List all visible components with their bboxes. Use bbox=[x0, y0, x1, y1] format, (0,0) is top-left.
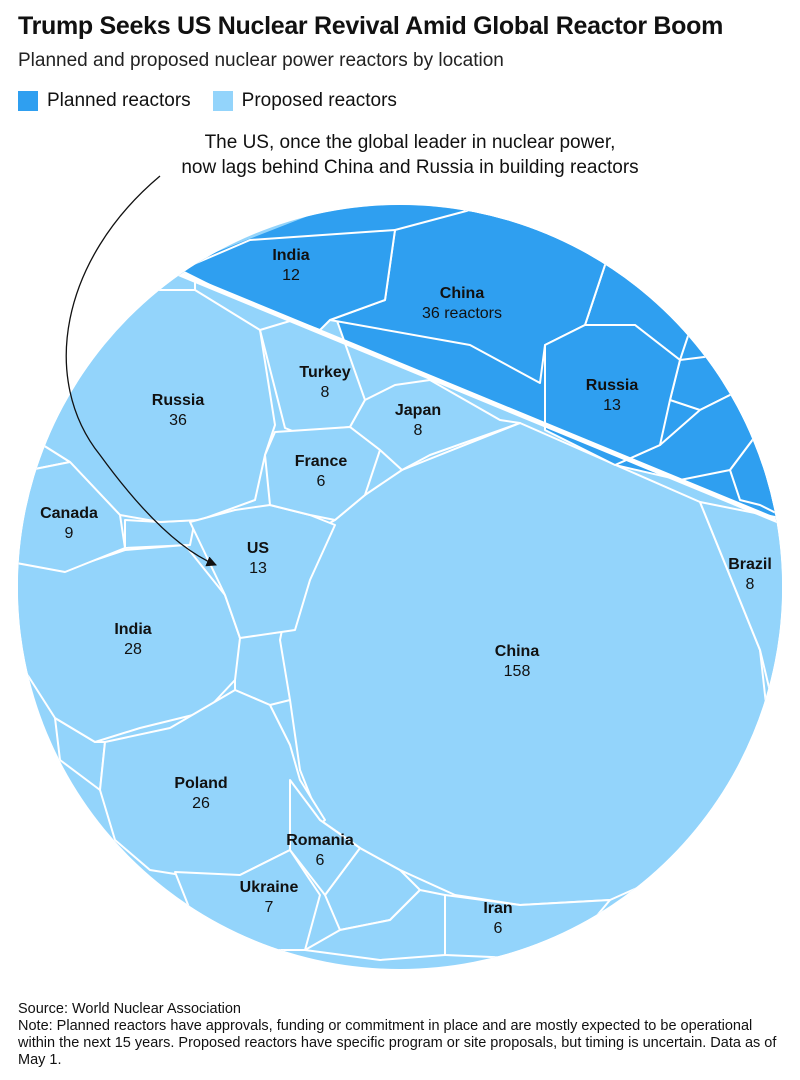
planned-china-value: 36 reactors bbox=[422, 305, 502, 322]
proposed-poland-value: 26 bbox=[192, 795, 210, 812]
proposed-us-cell bbox=[189, 504, 336, 639]
proposed-minor-cell bbox=[304, 889, 446, 961]
note-text: Note: Planned reactors have approvals, f… bbox=[18, 1018, 777, 1068]
proposed-india-label: India bbox=[114, 621, 151, 638]
proposed-turkey-label: Turkey bbox=[299, 364, 350, 381]
proposed-france-value: 6 bbox=[317, 473, 326, 490]
proposed-brazil-label: Brazil bbox=[728, 556, 772, 573]
proposed-poland-label: Poland bbox=[174, 775, 227, 792]
proposed-russia-value: 36 bbox=[169, 412, 187, 429]
proposed-india-value: 28 bbox=[124, 641, 142, 658]
planned-china-label: China bbox=[440, 285, 485, 302]
proposed-japan-label: Japan bbox=[395, 402, 441, 419]
proposed-us-value: 13 bbox=[249, 560, 267, 577]
proposed-iran-label: Iran bbox=[483, 900, 512, 917]
chart-subtitle: Planned and proposed nuclear power react… bbox=[18, 50, 504, 71]
planned-proposed-divider bbox=[169, 267, 782, 533]
proposed-russia-label: Russia bbox=[152, 392, 205, 409]
proposed-romania-value: 6 bbox=[316, 852, 325, 869]
proposed-japan-cell bbox=[349, 379, 521, 471]
legend-item-proposed: Proposed reactors bbox=[212, 90, 397, 112]
proposed-iran-value: 6 bbox=[494, 920, 503, 937]
planned-russia-value: 13 bbox=[603, 397, 621, 414]
proposed-ukraine-value: 7 bbox=[265, 899, 274, 916]
proposed-romania-cell bbox=[289, 779, 361, 896]
legend: Planned reactors Proposed reactors bbox=[18, 90, 419, 112]
proposed-japan-value: 8 bbox=[414, 422, 423, 439]
proposed-france-cell bbox=[264, 426, 381, 521]
legend-label-proposed: Proposed reactors bbox=[241, 90, 397, 111]
proposed-canada-label: Canada bbox=[40, 505, 98, 522]
planned-russia-cell bbox=[544, 324, 681, 466]
proposed-france-label: France bbox=[295, 453, 348, 470]
planned-russia-label: Russia bbox=[586, 377, 639, 394]
planned-india-label: India bbox=[272, 247, 309, 264]
proposed-turkey-value: 8 bbox=[321, 384, 330, 401]
planned-india-value: 12 bbox=[282, 267, 300, 284]
proposed-iran-cell bbox=[444, 894, 611, 961]
annotation-line-2: now lags behind China and Russia in buil… bbox=[181, 157, 639, 178]
voronoi-chart: China 158 Russia 36 India 28 Poland 26 US 13 Canad… bbox=[18, 175, 782, 969]
legend-item-planned: Planned reactors bbox=[18, 90, 191, 112]
annotation-line-1: The US, once the global leader in nuclea… bbox=[204, 132, 616, 153]
annotation-arrow bbox=[65, 175, 217, 567]
chart-title: Trump Seeks US Nuclear Revival Amid Glob… bbox=[18, 12, 724, 40]
proposed-india-cell bbox=[18, 544, 241, 743]
proposed-brazil-value: 8 bbox=[746, 576, 755, 593]
proposed-us-label: US bbox=[247, 540, 270, 557]
legend-swatch-proposed bbox=[212, 91, 233, 111]
proposed-romania-label: Romania bbox=[286, 832, 354, 849]
legend-label-planned: Planned reactors bbox=[47, 90, 191, 111]
proposed-china-label: China bbox=[495, 643, 540, 660]
legend-swatch-planned bbox=[18, 91, 38, 111]
proposed-china-value: 158 bbox=[504, 663, 531, 680]
proposed-minor-cell bbox=[124, 519, 196, 549]
annotation-text: The US, once the global leader in nuclea… bbox=[150, 130, 670, 180]
proposed-canada-value: 9 bbox=[65, 525, 74, 542]
proposed-ukraine-label: Ukraine bbox=[240, 879, 299, 896]
source-text: Source: World Nuclear Association bbox=[18, 1001, 241, 1017]
footer: Source: World Nuclear Association Note: … bbox=[18, 1001, 788, 1069]
